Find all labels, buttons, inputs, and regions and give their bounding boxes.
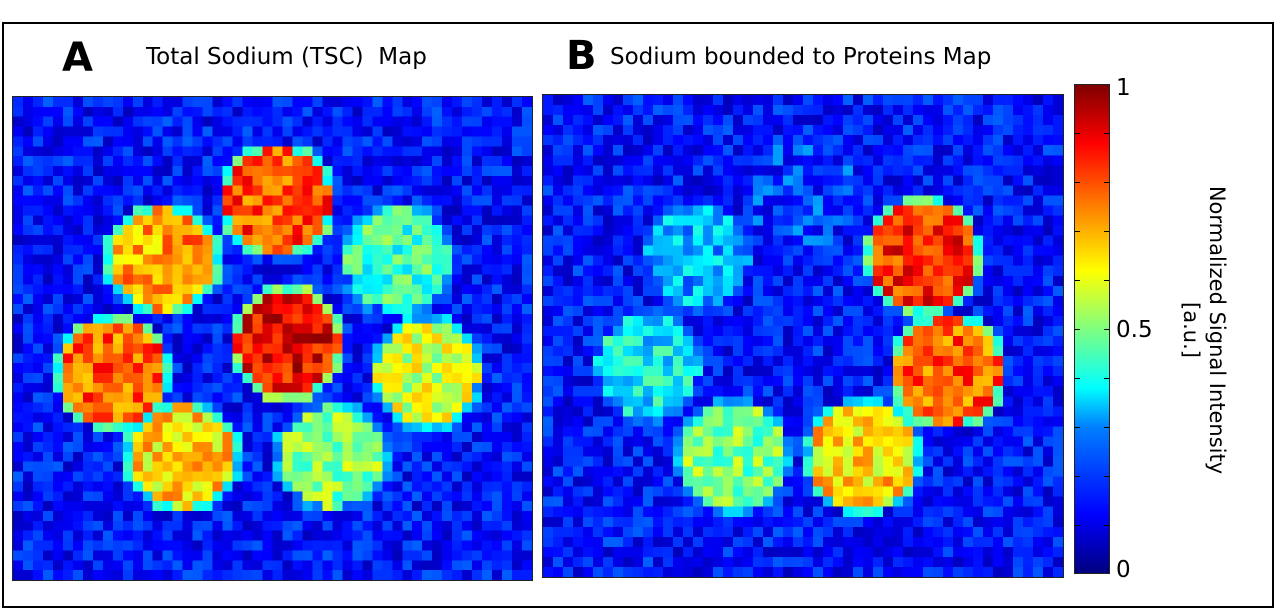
panel-a-title: Total Sodium (TSC) Map <box>146 44 427 70</box>
colorbar-label-max: 1 <box>1116 75 1131 101</box>
colorbar-tick <box>1075 378 1080 379</box>
protein-bound-sodium-map <box>542 94 1064 578</box>
colorbar-tick <box>1075 525 1080 526</box>
colorbar-label-min: 0 <box>1116 557 1131 583</box>
panel-a-letter: A <box>62 35 93 81</box>
colorbar-tick <box>1104 182 1109 183</box>
colorbar-tick <box>1075 133 1080 134</box>
colorbar-title-line2: [a.u.] <box>1179 302 1203 358</box>
panel-b-title: Sodium bounded to Proteins Map <box>610 44 992 70</box>
colorbar-tick <box>1075 280 1080 281</box>
colorbar-title: Normalized Signal Intensity [a.u.] <box>1178 140 1230 520</box>
colorbar-tick <box>1104 378 1109 379</box>
colorbar-tick <box>1075 427 1080 428</box>
colorbar-tick <box>1104 476 1109 477</box>
colorbar-tick <box>1075 231 1080 232</box>
colorbar-label-mid: 0.5 <box>1116 317 1153 343</box>
colorbar-tick <box>1104 525 1109 526</box>
colorbar-tick <box>1075 182 1080 183</box>
colorbar-tick <box>1104 427 1109 428</box>
total-sodium-map <box>12 96 533 581</box>
colorbar-tick <box>1104 231 1109 232</box>
panel-b-letter: B <box>566 33 597 79</box>
colorbar-tick <box>1075 329 1080 330</box>
colorbar-title-line1: Normalized Signal Intensity <box>1205 185 1229 475</box>
colorbar-tick <box>1075 476 1080 477</box>
colorbar-tick <box>1104 280 1109 281</box>
colorbar-tick <box>1104 329 1109 330</box>
colorbar-tick <box>1104 133 1109 134</box>
